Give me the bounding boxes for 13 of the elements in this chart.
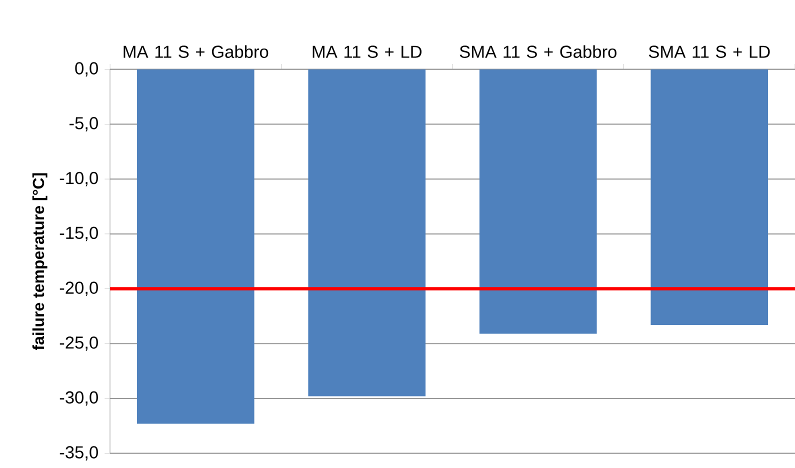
x-tick-label: MA 11 S + LD bbox=[312, 46, 422, 58]
y-tick-label: -15,0 bbox=[60, 226, 98, 242]
y-tick-label: -35,0 bbox=[60, 446, 98, 460]
x-tick-label: SMA 11 S + LD bbox=[648, 46, 770, 58]
y-tick-label: -10,0 bbox=[60, 172, 98, 186]
x-tick-label: MA 11 S + Gabbro bbox=[124, 45, 268, 58]
y-tick-label: -25,0 bbox=[60, 336, 98, 351]
y-tick-label: 0,0 bbox=[75, 62, 98, 76]
x-tick-label: SMA 11 S + Gabbro bbox=[460, 45, 616, 58]
y-tick-label: -5,0 bbox=[70, 117, 98, 132]
y-axis-title: failure temperature [°C] bbox=[32, 173, 48, 350]
y-tick-label: -20,0 bbox=[60, 282, 98, 296]
y-tick-label: -30,0 bbox=[60, 391, 98, 406]
